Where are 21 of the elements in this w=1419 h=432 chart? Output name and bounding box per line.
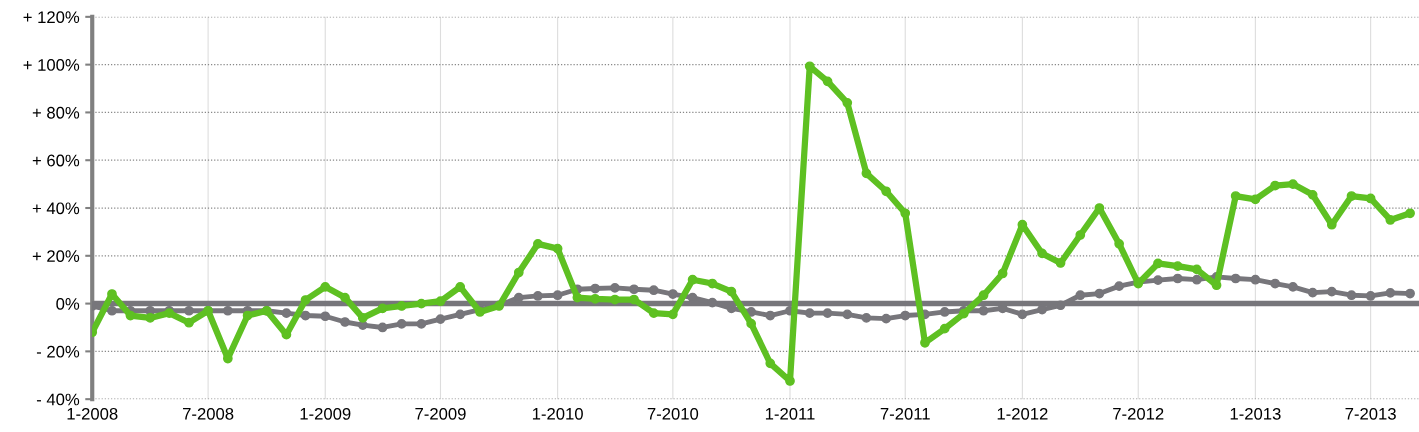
y-tick-label: - 40% xyxy=(36,393,80,406)
x-tick-label: 7-2012 xyxy=(1113,407,1164,420)
x-tick-label: 7-2008 xyxy=(183,407,234,420)
y-tick-label: + 100% xyxy=(23,59,80,71)
x-tick-label: 1-2010 xyxy=(532,407,583,420)
x-tick-label: 1-2013 xyxy=(1230,407,1281,420)
x-tick-label: 7-2009 xyxy=(415,407,466,420)
x-tick-label: 1-2011 xyxy=(765,407,815,420)
y-tick-label: 0% xyxy=(56,297,80,310)
x-tick-label: 7-2010 xyxy=(647,407,699,420)
y-tick-label: + 40% xyxy=(32,202,80,215)
x-tick-label: 7-2011 xyxy=(880,407,930,420)
y-tick-label: + 80% xyxy=(32,106,80,119)
y-tick-label: + 60% xyxy=(32,154,80,167)
y-tick-label: - 20% xyxy=(36,345,80,358)
x-tick-label: 1-2012 xyxy=(997,407,1048,420)
x-tick-label: 7-2013 xyxy=(1345,407,1396,420)
y-tick-label: + 120% xyxy=(23,11,80,24)
x-tick-label: 1-2009 xyxy=(300,407,351,420)
y-tick-label: + 20% xyxy=(32,250,80,262)
x-tick-label: 1-2008 xyxy=(67,407,118,420)
